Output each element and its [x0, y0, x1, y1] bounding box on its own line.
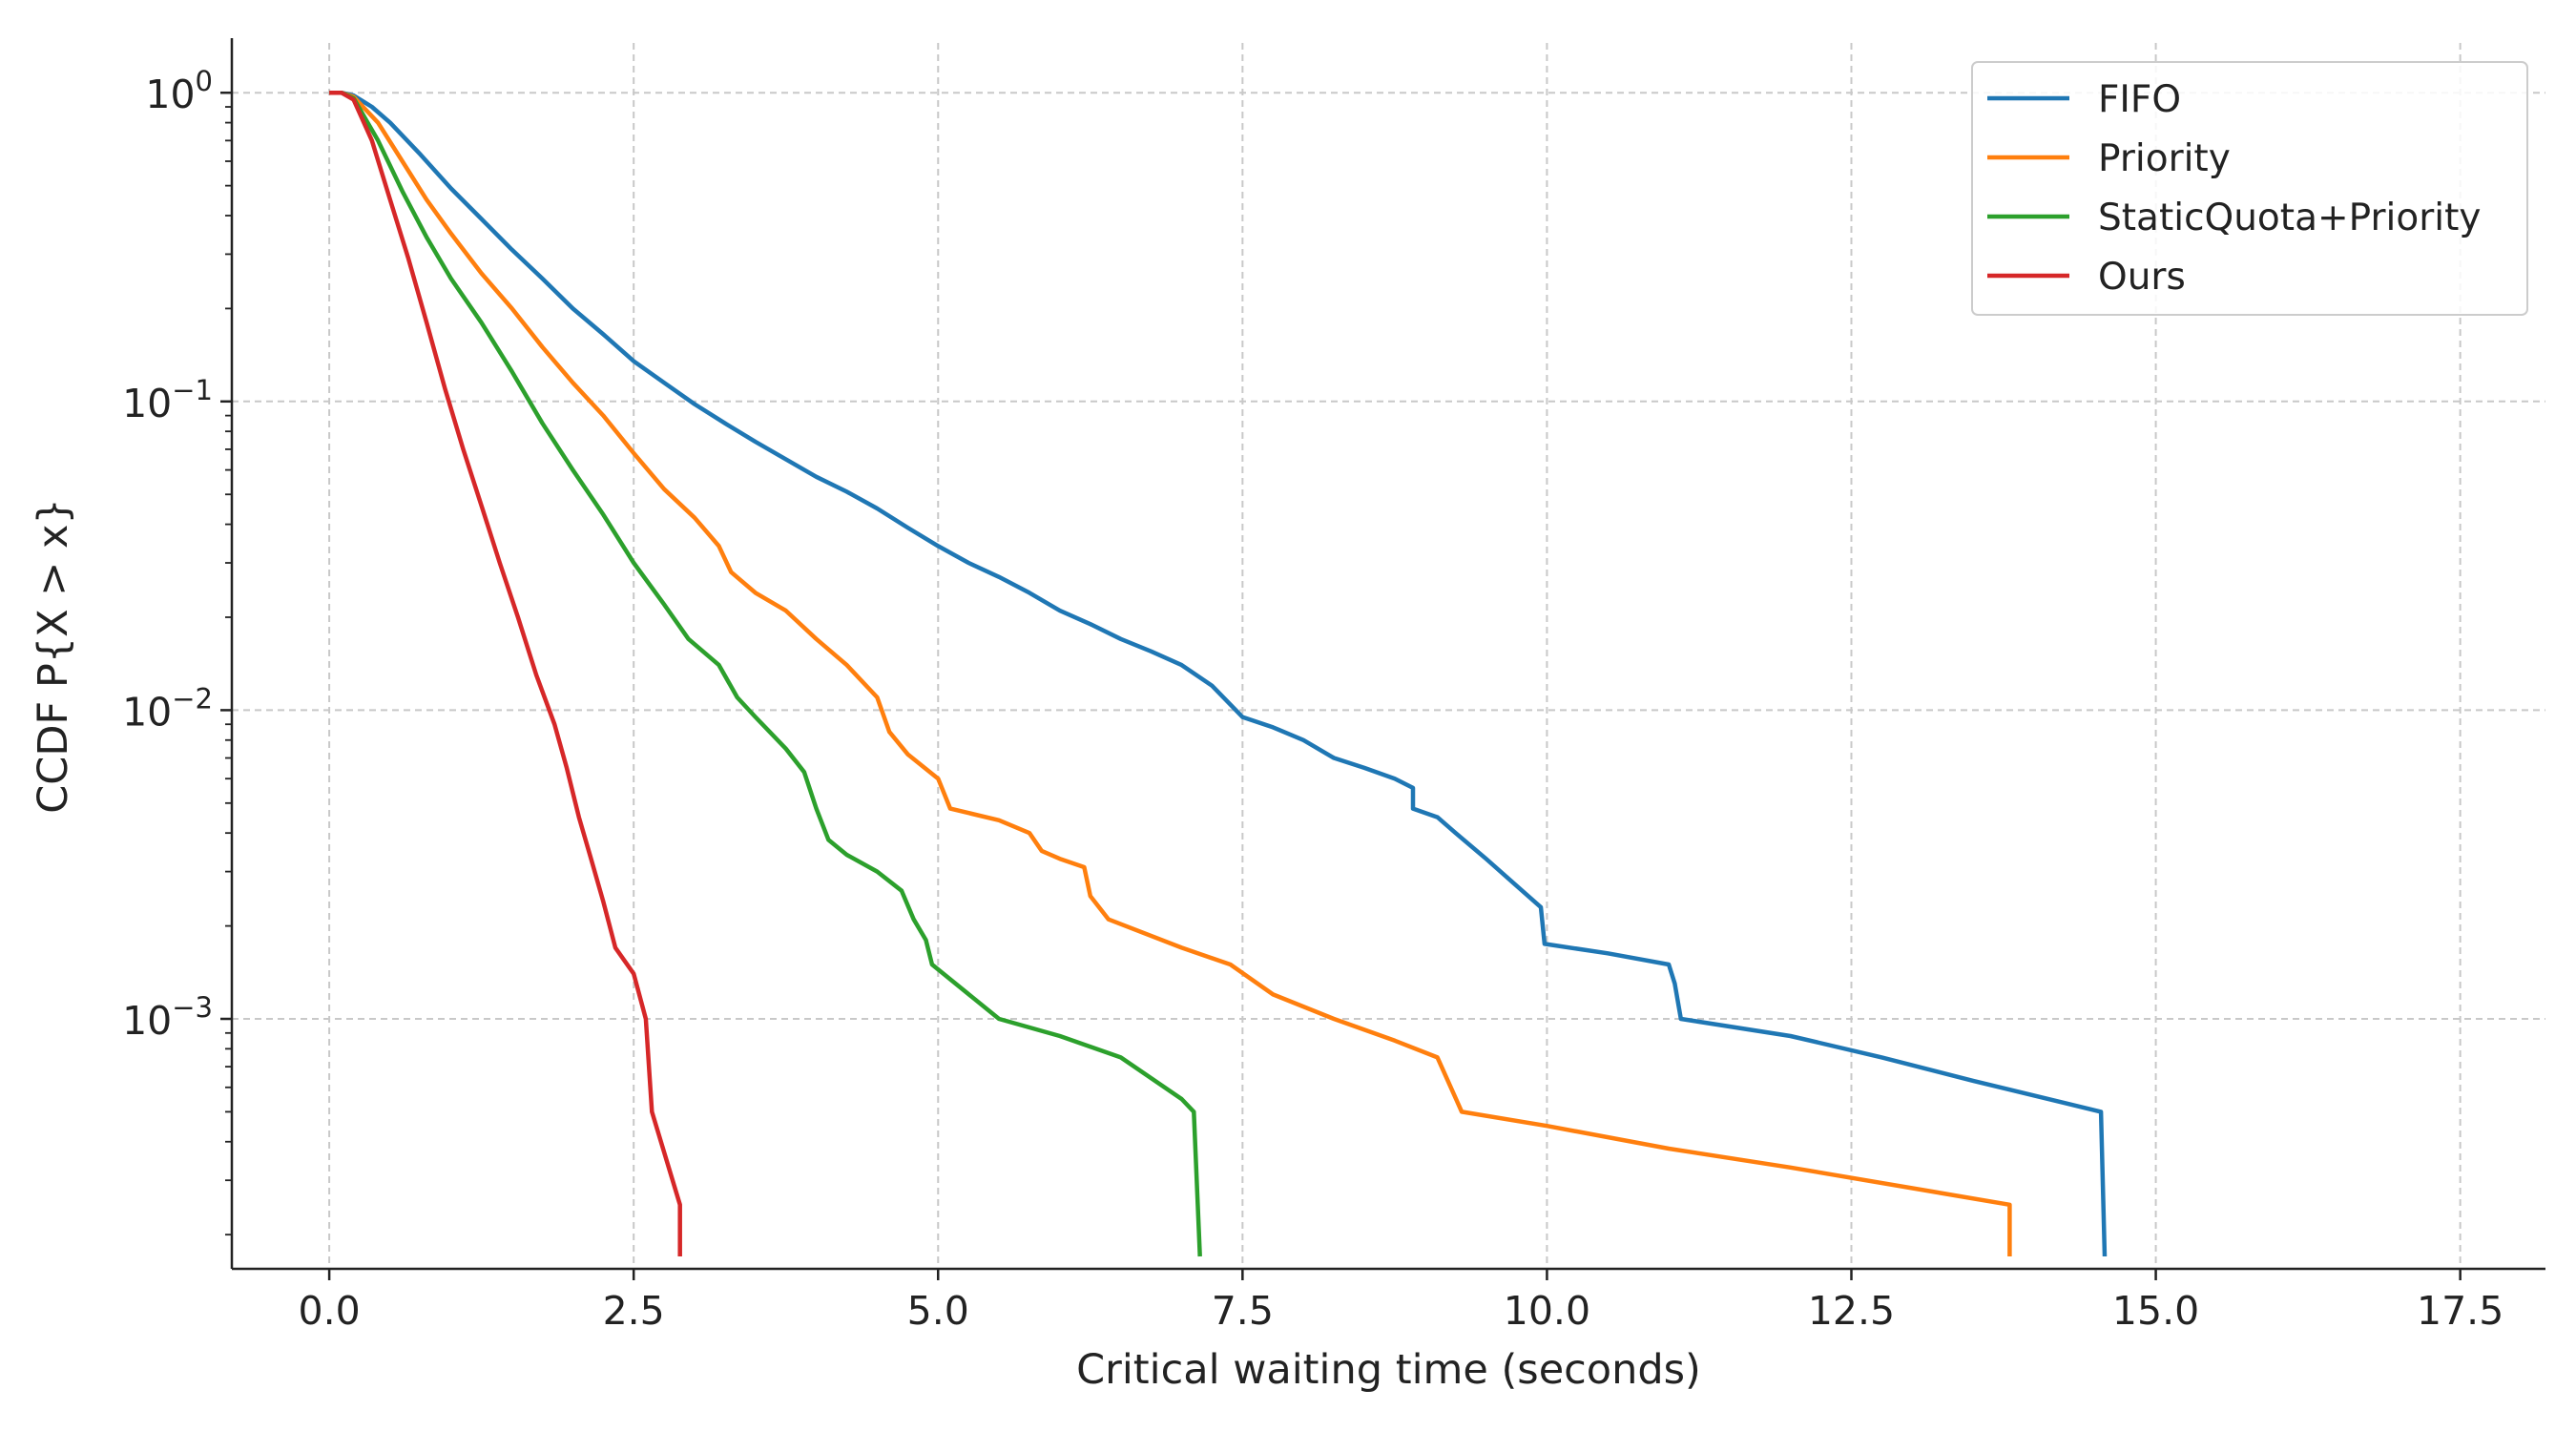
x-tick-label: 17.5 — [2417, 1288, 2503, 1334]
x-tick-label: 5.0 — [907, 1288, 969, 1334]
y-axis-label: CCDF P{X > x} — [30, 498, 77, 813]
series-line-staticquota-priority — [329, 90, 1202, 1257]
x-tick-label: 15.0 — [2112, 1288, 2199, 1334]
legend-label: FIFO — [2098, 78, 2181, 121]
legend-label: StaticQuota+Priority — [2098, 197, 2481, 239]
x-tick-label: 10.0 — [1504, 1288, 1590, 1334]
legend-label: Priority — [2098, 137, 2231, 180]
legend-box — [1971, 61, 2528, 316]
axes — [230, 38, 2545, 1271]
x-tick-label: 2.5 — [603, 1288, 665, 1334]
y-tick-label: 10−3 — [122, 991, 213, 1044]
x-tick-label: 7.5 — [1212, 1288, 1274, 1334]
x-tick-label: 0.0 — [298, 1288, 360, 1334]
series-line-fifo — [329, 90, 2108, 1257]
series-line-ours — [329, 90, 682, 1256]
x-axis-label: Critical waiting time (seconds) — [1076, 1346, 1701, 1394]
y-tick-label: 100 — [145, 65, 213, 117]
legend-label: Ours — [2098, 256, 2186, 299]
y-tick-label: 10−1 — [122, 374, 213, 426]
tick-marks: 0.0 2.5 5.0 7.5 10.0 12.5 15.0 17.5 100 10−1 10−2 1… — [122, 65, 2503, 1334]
series-line-priority — [329, 90, 2012, 1256]
legend: FIFO Priority StaticQuota+Priority Ours — [1971, 61, 2528, 316]
series-lines — [329, 90, 2108, 1257]
x-tick-label: 12.5 — [1808, 1288, 1895, 1334]
y-tick-label: 10−2 — [122, 682, 213, 735]
